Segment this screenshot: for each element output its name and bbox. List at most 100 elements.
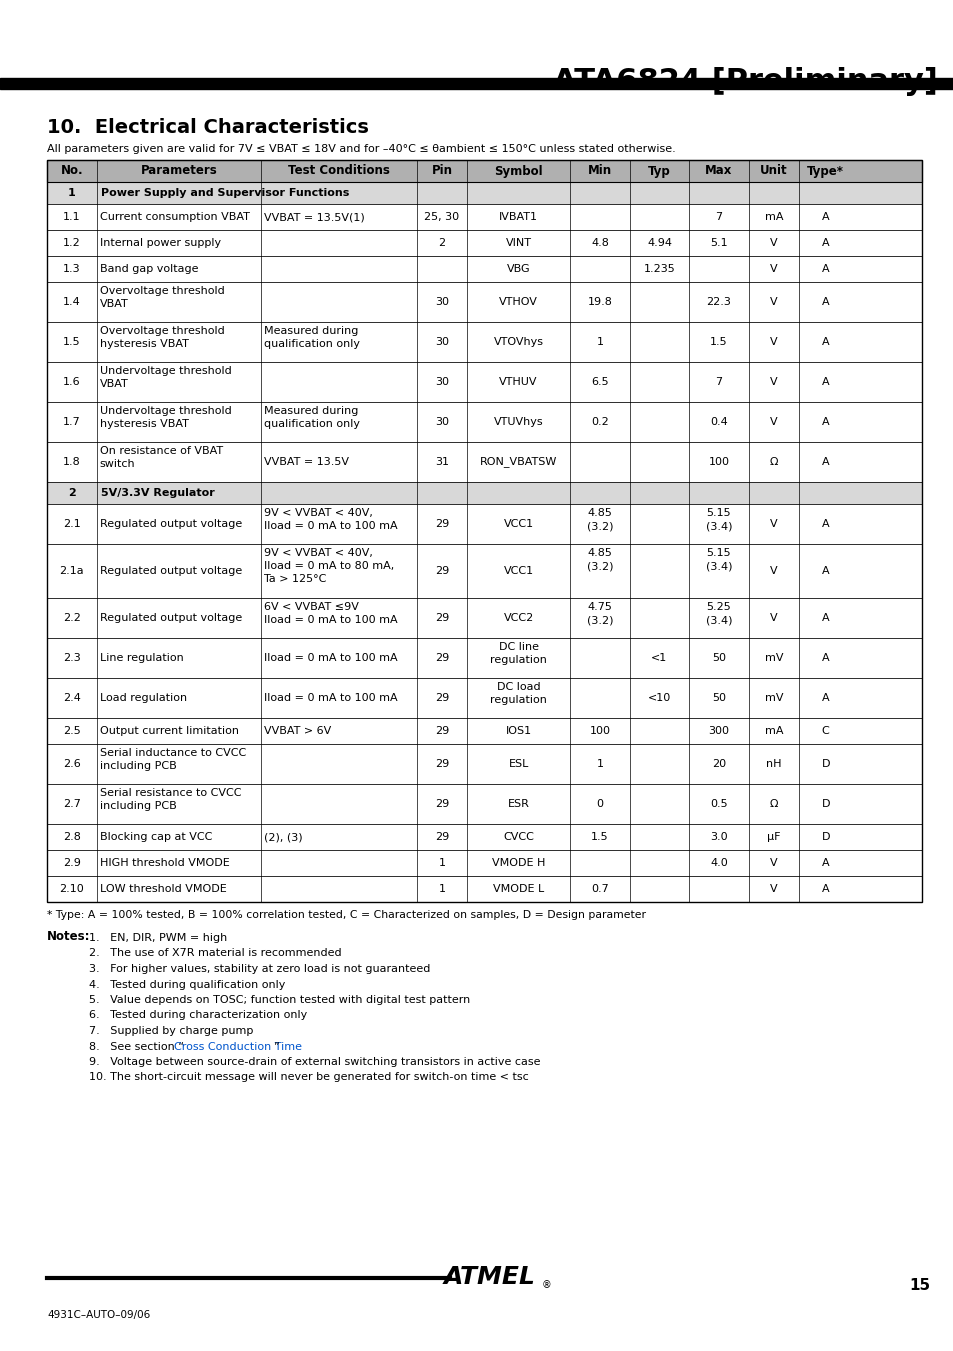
Text: 1.   EN, DIR, PWM = high: 1. EN, DIR, PWM = high — [89, 934, 227, 943]
Text: 9V < VVBAT < 40V,
Iload = 0 mA to 100 mA: 9V < VVBAT < 40V, Iload = 0 mA to 100 mA — [264, 508, 397, 531]
Text: VTHOV: VTHOV — [498, 297, 537, 307]
Bar — [47, 362, 921, 403]
Text: <1: <1 — [651, 653, 667, 663]
Bar — [47, 482, 921, 504]
Text: 50: 50 — [711, 653, 725, 663]
Text: 0.5: 0.5 — [709, 798, 727, 809]
Text: ATA6824 [Preliminary]: ATA6824 [Preliminary] — [553, 68, 937, 96]
Text: 1.235: 1.235 — [643, 263, 675, 274]
Text: 50: 50 — [711, 693, 725, 703]
Text: V: V — [769, 377, 777, 386]
Text: Unit: Unit — [760, 165, 787, 177]
Text: 2.7: 2.7 — [63, 798, 81, 809]
Text: 6V < VVBAT ≤9V
Iload = 0 mA to 100 mA: 6V < VVBAT ≤9V Iload = 0 mA to 100 mA — [264, 603, 397, 626]
Bar — [47, 744, 921, 784]
Text: 6.   Tested during characterization only: 6. Tested during characterization only — [89, 1011, 307, 1020]
Text: Max: Max — [704, 165, 732, 177]
Text: 0.4: 0.4 — [709, 417, 727, 427]
Text: 2.8: 2.8 — [63, 832, 81, 842]
Text: 5.25
(3.4): 5.25 (3.4) — [705, 603, 732, 626]
Text: 1.2: 1.2 — [63, 238, 81, 249]
Text: 1: 1 — [438, 858, 445, 867]
Text: Regulated output voltage: Regulated output voltage — [100, 613, 242, 623]
Text: A: A — [821, 297, 829, 307]
Text: 19.8: 19.8 — [587, 297, 612, 307]
Text: 2: 2 — [438, 238, 445, 249]
Text: 6.5: 6.5 — [591, 377, 608, 386]
Text: Output current limitation: Output current limitation — [100, 725, 238, 736]
Text: D: D — [821, 832, 829, 842]
Text: 9.   Voltage between source-drain of external switching transistors in active ca: 9. Voltage between source-drain of exter… — [89, 1056, 540, 1067]
Text: VVBAT = 13.5V: VVBAT = 13.5V — [264, 457, 349, 467]
Text: V: V — [769, 858, 777, 867]
Bar — [47, 182, 921, 204]
Text: 4.75
(3.2): 4.75 (3.2) — [586, 603, 613, 626]
Bar — [47, 159, 921, 902]
Text: Iload = 0 mA to 100 mA: Iload = 0 mA to 100 mA — [264, 693, 397, 703]
Text: VTOVhys: VTOVhys — [493, 336, 543, 347]
Text: A: A — [821, 858, 829, 867]
Text: Test Conditions: Test Conditions — [288, 165, 390, 177]
Text: 5.15
(3.4): 5.15 (3.4) — [705, 508, 732, 531]
Text: Serial inductance to CVCC
including PCB: Serial inductance to CVCC including PCB — [100, 748, 246, 771]
Text: 1.3: 1.3 — [63, 263, 81, 274]
Text: 1.7: 1.7 — [63, 417, 81, 427]
Text: 4.85
(3.2): 4.85 (3.2) — [586, 549, 613, 571]
Text: Internal power supply: Internal power supply — [100, 238, 221, 249]
Text: Current consumption VBAT: Current consumption VBAT — [100, 212, 250, 222]
Text: 20: 20 — [711, 759, 725, 769]
Text: Load regulation: Load regulation — [100, 693, 187, 703]
Text: Overvoltage threshold
hysteresis VBAT: Overvoltage threshold hysteresis VBAT — [100, 326, 224, 349]
Text: 100: 100 — [708, 457, 729, 467]
Text: ”: ” — [273, 1042, 278, 1051]
Text: 5.15
(3.4): 5.15 (3.4) — [705, 549, 732, 571]
Text: 15: 15 — [908, 1278, 929, 1293]
Bar — [47, 717, 921, 744]
Text: <10: <10 — [647, 693, 670, 703]
Text: 10. The short-circuit message will never be generated for switch-on time < tsc: 10. The short-circuit message will never… — [89, 1073, 528, 1082]
Bar — [47, 255, 921, 282]
Text: V: V — [769, 263, 777, 274]
Text: Undervoltage threshold
hysteresis VBAT: Undervoltage threshold hysteresis VBAT — [100, 407, 232, 430]
Text: VVBAT = 13.5V(1): VVBAT = 13.5V(1) — [264, 212, 365, 222]
Text: μF: μF — [766, 832, 781, 842]
Bar — [47, 638, 921, 678]
Text: No.: No. — [61, 165, 83, 177]
Text: Pin: Pin — [431, 165, 452, 177]
Text: 0.2: 0.2 — [591, 417, 608, 427]
Text: Power Supply and Supervisor Functions: Power Supply and Supervisor Functions — [101, 188, 349, 199]
Text: V: V — [769, 417, 777, 427]
Bar — [47, 504, 921, 544]
Text: mA: mA — [764, 212, 782, 222]
Text: All parameters given are valid for 7V ≤ VBAT ≤ 18V and for –40°C ≤ θambient ≤ 15: All parameters given are valid for 7V ≤ … — [47, 145, 675, 154]
Text: 1.5: 1.5 — [591, 832, 608, 842]
Text: V: V — [769, 884, 777, 894]
Text: A: A — [821, 417, 829, 427]
Text: 30: 30 — [435, 336, 449, 347]
Text: A: A — [821, 377, 829, 386]
Text: 1.8: 1.8 — [63, 457, 81, 467]
Text: C: C — [821, 725, 829, 736]
Text: 29: 29 — [435, 725, 449, 736]
Text: 30: 30 — [435, 297, 449, 307]
Text: 1: 1 — [596, 759, 603, 769]
Text: VCC2: VCC2 — [503, 613, 533, 623]
Bar — [47, 282, 921, 322]
Text: A: A — [821, 693, 829, 703]
Text: 2.1a: 2.1a — [59, 566, 84, 576]
Text: 30: 30 — [435, 417, 449, 427]
Text: VMODE H: VMODE H — [492, 858, 545, 867]
Text: VBG: VBG — [506, 263, 530, 274]
Bar — [47, 159, 921, 182]
Text: Notes:: Notes: — [47, 929, 91, 943]
Text: RON_VBATSW: RON_VBATSW — [479, 457, 557, 467]
Text: 0.7: 0.7 — [591, 884, 608, 894]
Text: A: A — [821, 519, 829, 530]
Text: 8.   See section “: 8. See section “ — [89, 1042, 184, 1051]
Bar — [47, 850, 921, 875]
Text: VCC1: VCC1 — [503, 566, 533, 576]
Text: Ω: Ω — [769, 457, 778, 467]
Text: A: A — [821, 238, 829, 249]
Text: 2.3: 2.3 — [63, 653, 81, 663]
Text: 4.0: 4.0 — [709, 858, 727, 867]
